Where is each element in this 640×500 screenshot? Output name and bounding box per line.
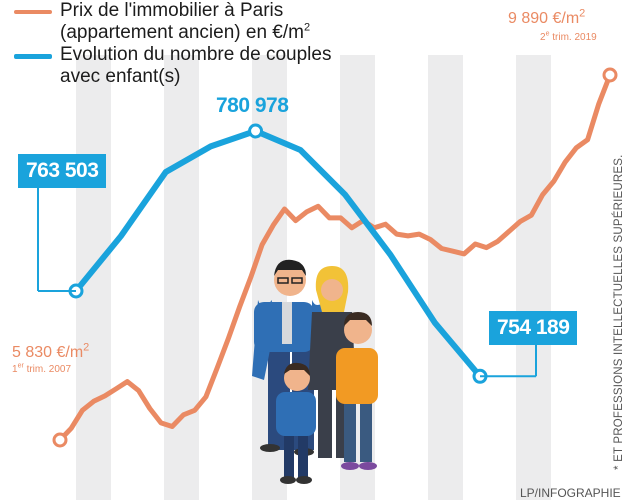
price-start-label: 5 830 €/m2 [12, 341, 90, 362]
legend-item-couples: Evolution du nombre de couples avec enfa… [14, 44, 331, 88]
couples-series-line [73, 128, 483, 380]
price-end-value: 9 890 €/m [508, 10, 580, 27]
couples-end-label: 754 189 [489, 311, 578, 345]
legend-label-price-line2: (appartement ancien) en €/m2 [60, 22, 331, 44]
legend-label-price-sup: 2 [303, 21, 311, 34]
price-start-date-suffix: trim. 2007 [23, 364, 72, 375]
background-stripe [428, 55, 463, 500]
background-stripe [516, 55, 551, 500]
price-start-point [52, 432, 68, 448]
price-end-date-sup: e [545, 30, 550, 38]
family-illustration [252, 259, 378, 484]
price-start-value: 5 830 €/m [12, 344, 84, 361]
side-footnote: * ET PROFESSIONS INTELLECTUELLES SUPÉRIE… [613, 154, 625, 470]
couples-peak-label: 780 978 [216, 94, 289, 117]
price-end-date: 2e trim. 2019 [540, 30, 597, 44]
price-start-sup: 2 [83, 341, 90, 354]
background-stripe [76, 55, 111, 500]
legend-label-couples-line2: avec enfant(s) [60, 66, 181, 87]
price-end-sup: 2 [579, 7, 586, 20]
price-start-date-prefix: 1 [12, 364, 18, 375]
couples-peak-point [248, 123, 264, 139]
legend-label-couples-line1: Evolution du nombre de couples [60, 44, 332, 65]
legend-label-price-line2-text: (appartement ancien) en €/m [60, 22, 304, 43]
chart-legend: Prix de l'immobilier à Paris (appartemen… [14, 0, 331, 88]
price-end-label: 9 890 €/m2 [508, 7, 586, 28]
legend-item-price: Prix de l'immobilier à Paris (appartemen… [14, 0, 331, 44]
price-end-point [602, 67, 618, 83]
price-start-date-sup: er [17, 362, 24, 370]
price-end-date-prefix: 2 [540, 32, 546, 43]
legend-swatch-price [14, 10, 52, 14]
price-start-date: 1er trim. 2007 [12, 362, 72, 376]
price-end-date-suffix: trim. 2019 [549, 32, 597, 43]
couples-start-label: 763 503 [18, 154, 107, 188]
legend-label-price-line1: Prix de l'immobilier à Paris [60, 0, 284, 21]
credit-text: LP/INFOGRAPHIE [520, 486, 621, 500]
legend-swatch-couples [14, 54, 52, 59]
price-series-line [57, 72, 613, 443]
